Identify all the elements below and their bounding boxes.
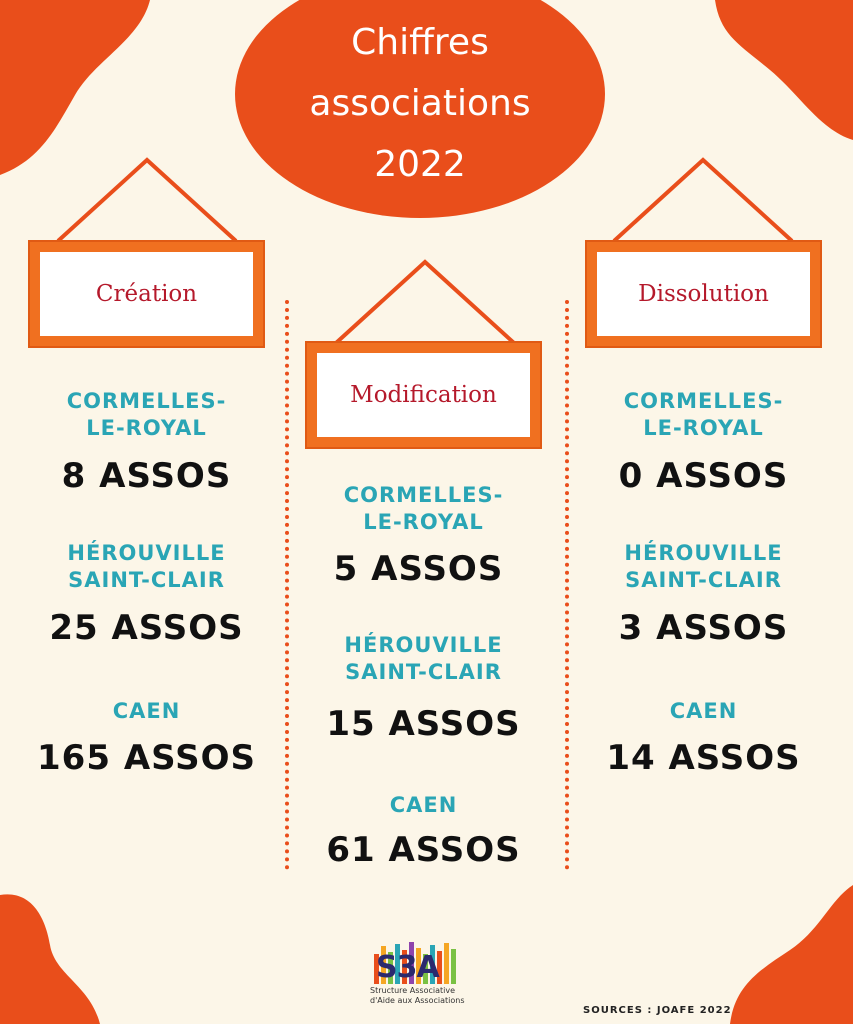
sign-creation: Création [28,240,265,348]
city-line: LE-ROYAL [363,510,484,534]
dissolution-city-caen: CAEN [585,698,822,725]
logo-tagline: Structure Associative d'Aide aux Associa… [370,986,486,1006]
city-line: HÉROUVILLE [344,633,503,657]
sign-label-creation: Création [95,281,198,307]
city-line: CAEN [389,793,458,817]
creation-count-herouville: 25 ASSOS [49,608,244,648]
city-line: HÉROUVILLE [67,541,226,565]
modification-city-caen: CAEN [305,792,542,819]
blob-bottom-right [730,885,853,1024]
title-circle [235,0,605,218]
blob-bottom-left [0,894,100,1024]
creation-city-herouville: HÉROUVILLE SAINT-CLAIR [28,540,265,594]
city-line: CAEN [669,699,738,723]
sign-dissolution: Dissolution [585,240,822,348]
city-line: HÉROUVILLE [624,541,783,565]
logo-bars-icon [374,942,456,984]
logo-name: S3A [376,950,440,985]
sign-hook-dissolution [612,157,794,243]
title-line-3: 2022 [374,144,466,185]
logo-tagline-1: Structure Associative [370,986,455,995]
sign-hook-creation [56,157,238,243]
city-line: SAINT-CLAIR [345,660,502,684]
city-line: CORMELLES- [66,389,227,413]
dissolution-city-cormelles: CORMELLES- LE-ROYAL [585,388,822,442]
city-line: LE-ROYAL [643,416,764,440]
creation-count-caen: 165 ASSOS [37,738,256,778]
city-line: CAEN [112,699,181,723]
dissolution-count-herouville: 3 ASSOS [618,608,789,648]
sign-label-modification: Modification [350,382,497,408]
dissolution-count-caen: 14 ASSOS [606,738,801,778]
sources-note: SOURCES : JOAFE 2022 [583,1005,732,1016]
modification-count-caen: 61 ASSOS [326,830,521,870]
blob-top-left [0,0,150,175]
city-line: SAINT-CLAIR [68,568,225,592]
city-line: CORMELLES- [623,389,784,413]
sign-label-dissolution: Dissolution [638,281,769,307]
divider-right [565,300,569,870]
creation-city-caen: CAEN [28,698,265,725]
modification-city-cormelles: CORMELLES- LE-ROYAL [305,482,542,536]
city-line: LE-ROYAL [86,416,207,440]
modification-city-herouville: HÉROUVILLE SAINT-CLAIR [305,632,542,686]
page-title: Chiffres associations 2022 [235,12,605,195]
dissolution-city-herouville: HÉROUVILLE SAINT-CLAIR [585,540,822,594]
s3a-logo: S3A Structure Associative d'Aide aux Ass… [366,940,486,1015]
modification-count-herouville: 15 ASSOS [326,704,521,744]
sign-modification: Modification [305,341,542,449]
title-line-2: associations [309,83,531,124]
dissolution-count-cormelles: 0 ASSOS [618,456,789,496]
creation-city-cormelles: CORMELLES- LE-ROYAL [28,388,265,442]
logo-tagline-2: d'Aide aux Associations [370,996,465,1005]
city-line: SAINT-CLAIR [625,568,782,592]
divider-left [285,300,289,870]
city-line: CORMELLES- [343,483,504,507]
sign-hook-modification [334,259,516,345]
modification-count-cormelles: 5 ASSOS [333,549,504,589]
creation-count-cormelles: 8 ASSOS [61,456,232,496]
blob-top-right [715,0,853,140]
title-line-1: Chiffres [351,22,489,63]
